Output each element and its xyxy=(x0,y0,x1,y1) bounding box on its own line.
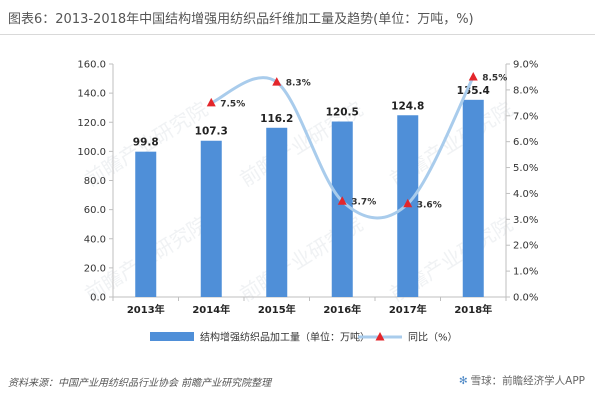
x-tick-label-3: 2016年 xyxy=(323,303,361,316)
y-right-tick-label-5: 5.0% xyxy=(513,163,538,174)
bar-value-label-1: 107.3 xyxy=(195,126,228,138)
x-tick-label-0: 2013年 xyxy=(127,303,165,316)
x-tick-label-1: 2014年 xyxy=(192,303,230,316)
bar-2 xyxy=(266,127,288,297)
brand-credit: ✻ 雪球：前瞻经济学人APP xyxy=(459,373,585,388)
y-left-tick-label-2: 40.0 xyxy=(84,234,106,245)
bar-5 xyxy=(462,99,484,297)
y-left-tick-label-4: 80.0 xyxy=(84,176,106,187)
yoy-marker-5 xyxy=(468,71,478,81)
y-right-tick-label-4: 4.0% xyxy=(513,189,538,200)
source-note: 资料来源：中国产业用纺织品行业协会 前瞻产业研究院整理 xyxy=(8,378,272,389)
yoy-marker-3 xyxy=(337,196,347,205)
bar-value-label-5: 135.4 xyxy=(457,85,490,97)
y-left-tick-label-7: 140.0 xyxy=(77,89,106,100)
yoy-marker-2 xyxy=(272,77,282,86)
y-right-tick-label-0: 0.0% xyxy=(513,293,538,304)
yoy-label-5: 8.5% xyxy=(482,73,507,83)
yoy-marker-4 xyxy=(403,198,413,208)
y-left-tick-label-0: 0.0 xyxy=(90,293,106,304)
x-tick-label-5: 2018年 xyxy=(454,303,492,316)
y-left-tick-label-1: 20.0 xyxy=(84,263,106,274)
y-right-tick-label-6: 6.0% xyxy=(513,137,538,148)
bar-0 xyxy=(135,151,157,297)
y-right-tick-label-1: 1.0% xyxy=(513,267,538,278)
x-tick-label-4: 2017年 xyxy=(389,303,427,316)
yoy-marker-1 xyxy=(206,97,216,107)
y-right-tick-label-3: 3.0% xyxy=(513,215,538,226)
yoy-label-1: 7.5% xyxy=(220,99,245,109)
brand-text: 雪球：前瞻经济学人APP xyxy=(470,375,585,387)
yoy-label-3: 3.7% xyxy=(351,198,376,208)
chart-title: 图表6：2013-2018年中国结构增强用纺织品纤维加工量及趋势(单位：万吨，%… xyxy=(8,12,474,27)
legend-bar-swatch xyxy=(150,332,194,341)
y-left-tick-label-5: 100.0 xyxy=(77,147,106,158)
bar-value-label-3: 120.5 xyxy=(326,107,359,119)
yoy-label-4: 3.6% xyxy=(417,200,442,210)
y-right-tick-label-8: 8.0% xyxy=(513,85,538,96)
legend-line-marker xyxy=(375,332,385,341)
y-left-tick-label-8: 160.0 xyxy=(77,60,106,71)
bar-value-label-0: 99.8 xyxy=(133,137,159,149)
y-right-tick-label-7: 7.0% xyxy=(513,111,538,122)
x-tick-label-2: 2015年 xyxy=(258,303,296,316)
yoy-label-2: 8.3% xyxy=(286,79,311,89)
legend-bar-label: 结构增强纺织品加工量（单位：万吨） xyxy=(200,331,370,344)
bar-1 xyxy=(200,140,222,297)
bar-value-label-2: 116.2 xyxy=(260,113,293,125)
snowflake-icon: ✻ xyxy=(458,375,468,387)
legend-line-label: 同比（%） xyxy=(408,332,458,344)
y-left-tick-label-6: 120.0 xyxy=(77,118,106,129)
y-right-tick-label-9: 9.0% xyxy=(513,60,538,71)
y-right-tick-label-2: 2.0% xyxy=(513,241,538,252)
title-divider xyxy=(0,34,595,35)
y-left-tick-label-3: 60.0 xyxy=(84,205,106,216)
bar-value-label-4: 124.8 xyxy=(391,100,424,112)
bar-3 xyxy=(331,121,353,297)
